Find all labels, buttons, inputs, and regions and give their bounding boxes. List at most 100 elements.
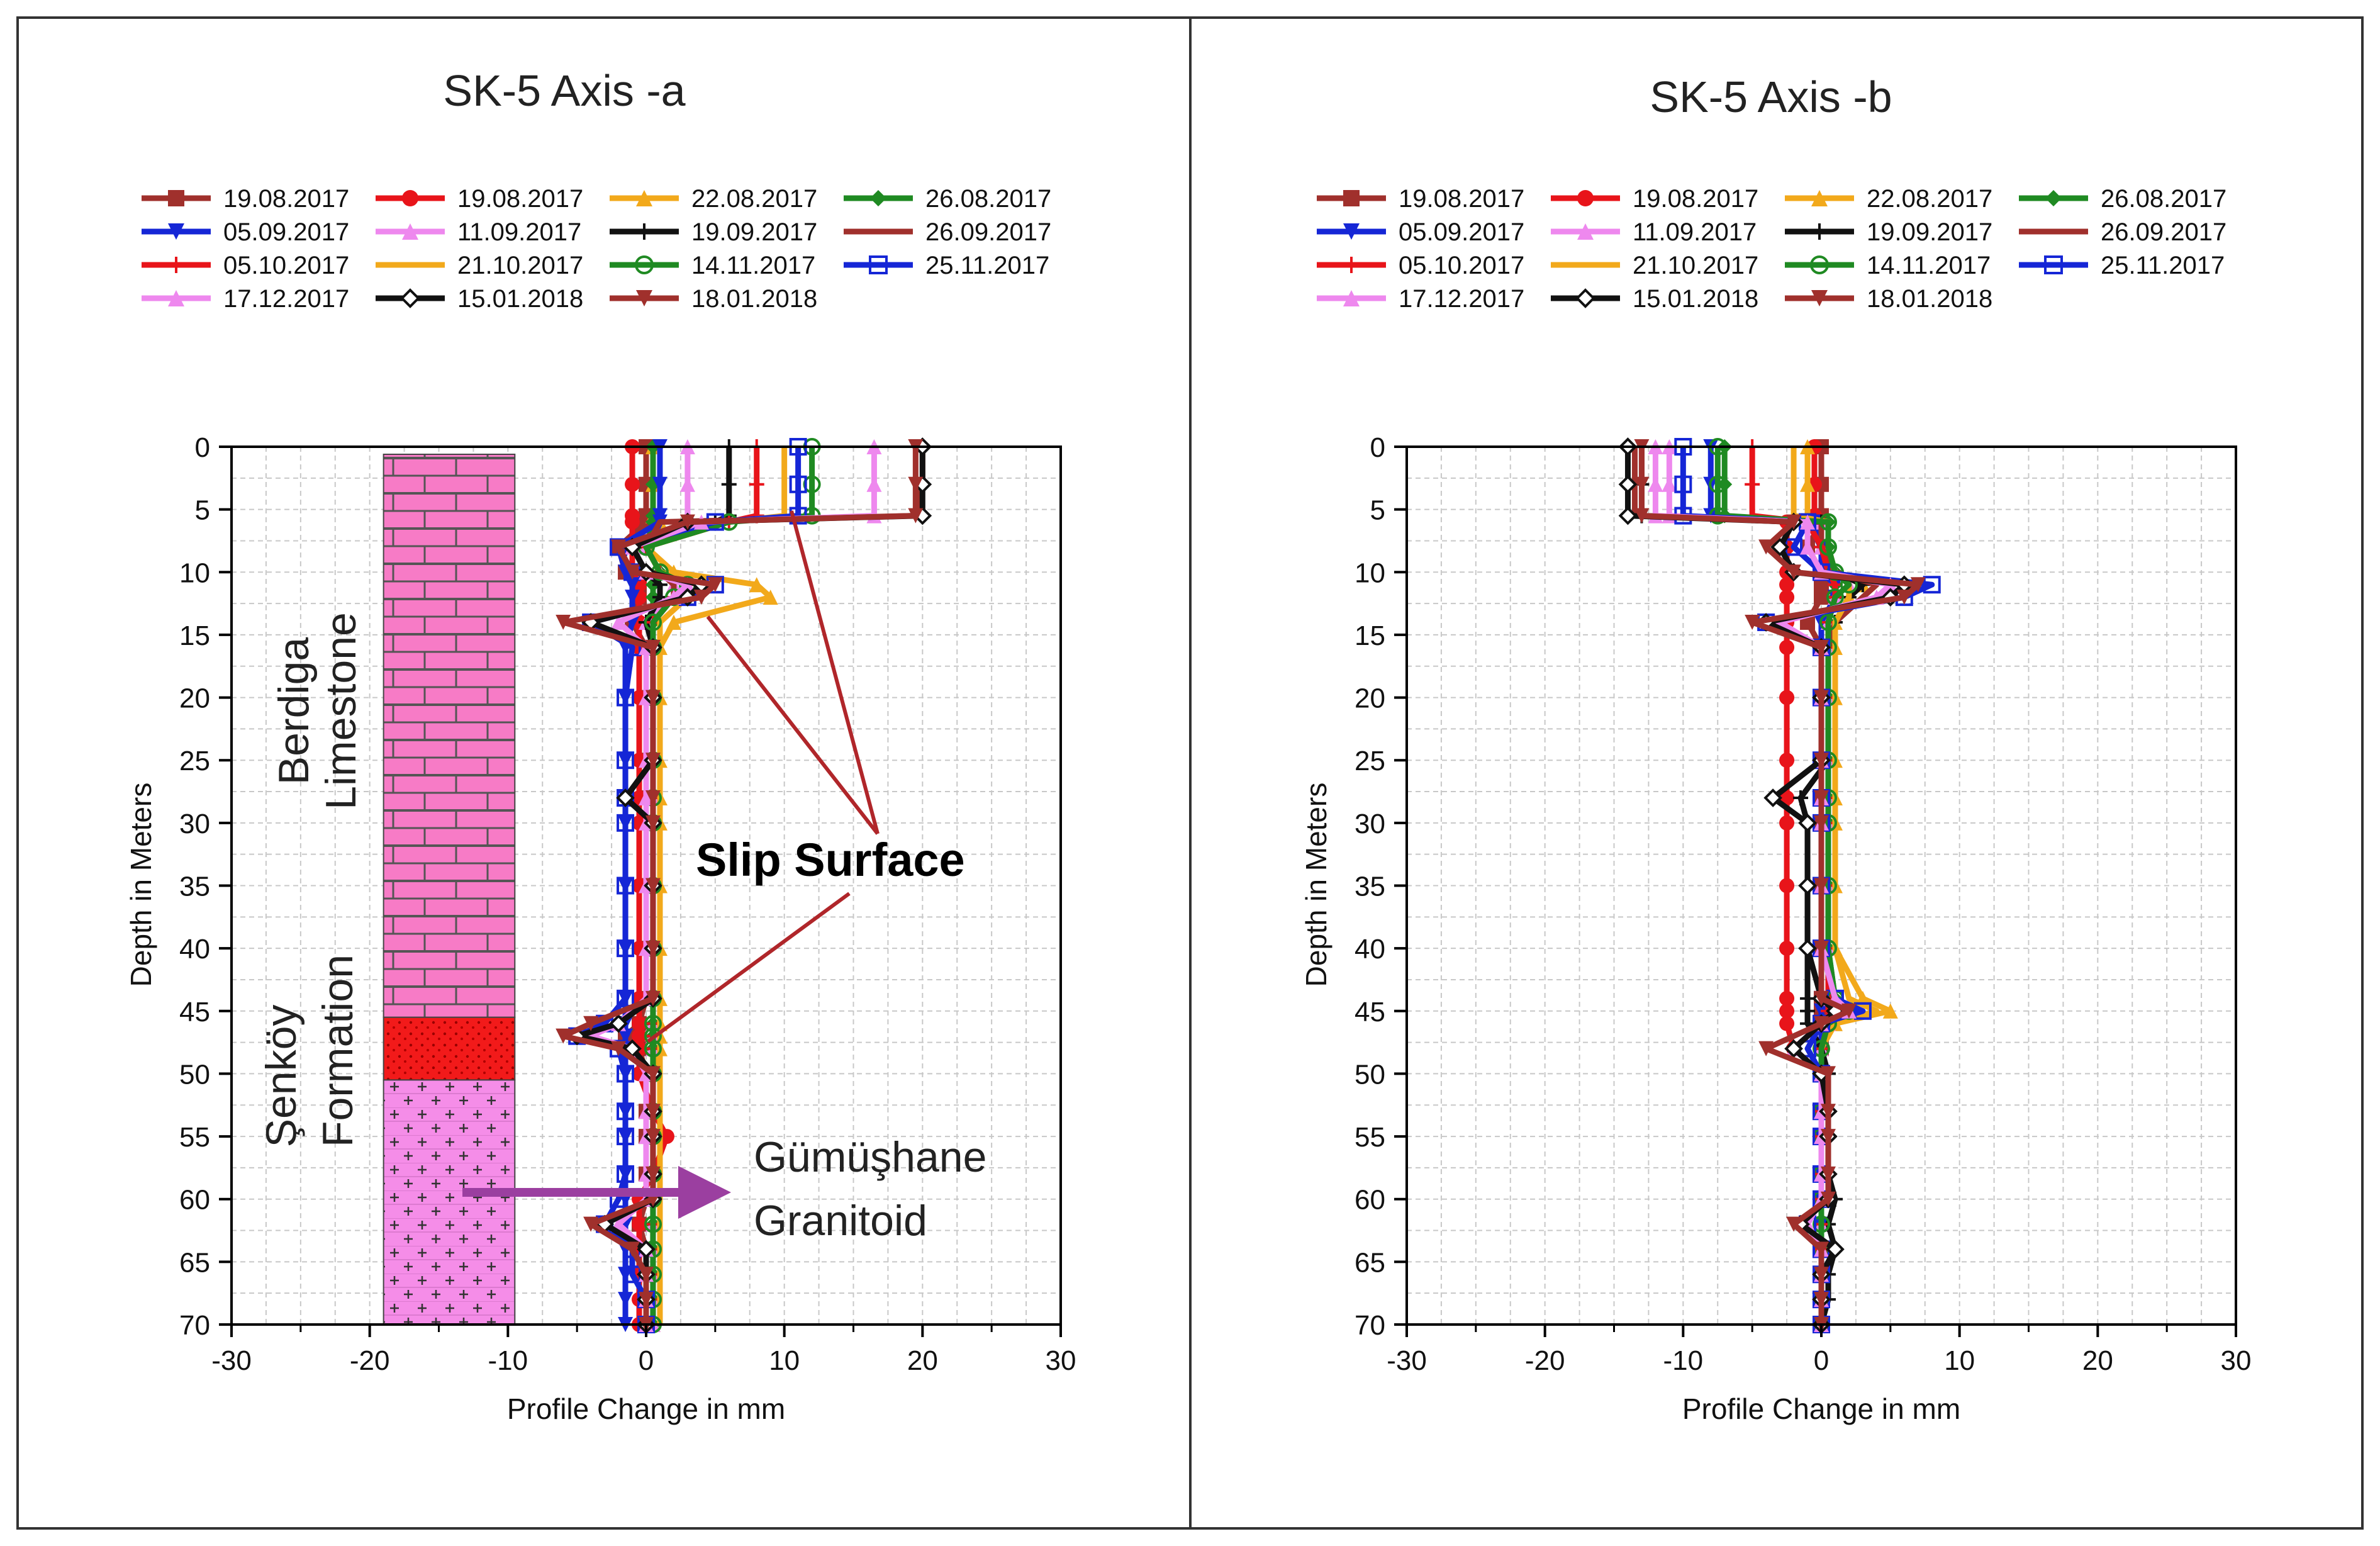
data-point <box>1814 1016 1829 1031</box>
legend-swatch-marker <box>870 190 886 206</box>
legend-swatch-marker <box>1811 290 1828 306</box>
x-tick-label: -10 <box>488 1345 528 1376</box>
data-point <box>1779 753 1795 768</box>
legend-swatch-marker <box>636 223 652 240</box>
data-point <box>617 877 635 895</box>
legend-label: 05.09.2017 <box>1399 218 1524 246</box>
data-point <box>1786 514 1802 530</box>
y-tick-label: 25 <box>1355 746 1385 776</box>
legend-item: 25.11.2017 <box>2019 252 2225 279</box>
legend-item: 05.10.2017 <box>1317 252 1524 279</box>
annotation-gumushane-line2: Granitoid <box>754 1197 927 1245</box>
slip-pointer-lower <box>647 892 851 1043</box>
annotation-berdiga-line1: Berdiga <box>270 637 318 785</box>
legend-item: 14.11.2017 <box>1785 252 1991 279</box>
legend-label: 21.10.2017 <box>457 252 583 279</box>
data-point <box>617 751 635 770</box>
data-point <box>644 1027 662 1045</box>
legend-label: 14.11.2017 <box>691 252 815 279</box>
y-tick-label: 5 <box>1370 495 1385 526</box>
slip-surface-pointers <box>647 510 880 1043</box>
data-point <box>625 590 640 605</box>
legend-b: 19.08.2017 19.08.2017 22.08.2017 26.08.2017… <box>1317 185 2226 313</box>
data-point <box>1784 1039 1803 1058</box>
data-point <box>1779 878 1795 893</box>
data-point <box>707 577 723 593</box>
data-point <box>1793 790 1809 805</box>
data-point <box>1618 506 1638 525</box>
y-tick-label: 60 <box>179 1185 210 1216</box>
data-point <box>1814 941 1829 956</box>
data-point <box>749 577 764 593</box>
legend-label: 22.08.2017 <box>1867 185 1992 213</box>
y-tick-label: 0 <box>1370 432 1385 463</box>
legend-item: 19.09.2017 <box>610 218 817 246</box>
data-point <box>1813 1039 1830 1058</box>
data-point <box>1779 577 1795 593</box>
legend-label: 25.11.2017 <box>2101 252 2225 279</box>
legend-item: 26.08.2017 <box>2019 185 2226 213</box>
data-point <box>666 615 681 630</box>
data-point <box>1779 815 1795 831</box>
data-point <box>617 1165 635 1183</box>
data-point <box>1800 539 1816 555</box>
data-point <box>644 613 662 631</box>
data-point <box>632 1216 647 1232</box>
data-point <box>617 1065 635 1083</box>
data-point <box>1779 590 1795 605</box>
legend-item: 26.09.2017 <box>2019 218 2226 246</box>
legend-item: 17.12.2017 <box>1317 285 1524 313</box>
plot-b: -30 -20 -10 0 10 20 30 0 5 10 15 20 25 30 35 40 45 50 55 60… <box>1355 432 2251 1376</box>
data-point <box>1763 788 1782 807</box>
x-tick-label: -30 <box>211 1345 252 1376</box>
legend-swatch-marker <box>1343 190 1360 206</box>
data-point <box>583 1016 599 1031</box>
x-tick-label: 10 <box>1944 1345 1975 1376</box>
data-point <box>1779 990 1795 1006</box>
legend-item: 22.08.2017 <box>1785 185 1992 213</box>
legend-swatch-marker <box>1343 290 1360 306</box>
data-point <box>1634 476 1650 492</box>
legend-label: 11.09.2017 <box>1633 218 1757 246</box>
data-point <box>645 690 661 705</box>
x-tick-label: 30 <box>2221 1345 2252 1376</box>
legend-swatch-marker <box>635 255 654 274</box>
annotation-gumushane-line1: Gümüşhane <box>754 1133 986 1181</box>
data-point <box>789 475 807 493</box>
data-point <box>1648 476 1663 492</box>
data-point <box>908 508 924 524</box>
data-point <box>583 1216 599 1232</box>
y-tick-label: 55 <box>179 1122 210 1153</box>
data-point <box>1826 588 1844 607</box>
legend-label: 26.08.2017 <box>2101 185 2226 213</box>
legend-swatch-marker <box>1343 257 1360 273</box>
data-point <box>1814 990 1829 1006</box>
data-point <box>1786 1216 1802 1232</box>
data-point <box>1779 1003 1795 1019</box>
legend-label: 26.09.2017 <box>2101 218 2226 246</box>
y-tick-label: 50 <box>179 1059 210 1090</box>
data-point <box>866 476 882 492</box>
data-point <box>1841 1003 1857 1019</box>
legend-swatch-marker <box>402 190 418 206</box>
y-tick-label: 15 <box>1355 620 1385 651</box>
data-point <box>1826 1240 1845 1259</box>
data-point <box>617 814 635 832</box>
data-point <box>644 1014 662 1033</box>
data-point <box>652 476 668 492</box>
data-point <box>1820 1104 1836 1119</box>
data-point <box>1819 613 1837 631</box>
data-point <box>644 1039 662 1058</box>
data-point <box>1814 878 1829 893</box>
legend-item: 19.09.2017 <box>1785 218 1992 246</box>
legend-item: 11.09.2017 <box>376 218 581 246</box>
legend-swatch-marker <box>168 223 184 240</box>
data-point <box>1798 939 1817 958</box>
panel-a-ylabel: Depth in Meters <box>125 783 157 987</box>
y-tick-label: 15 <box>179 620 210 651</box>
legend-item: 05.10.2017 <box>142 252 349 279</box>
y-tick-label: 20 <box>1355 683 1385 714</box>
legend-label: 17.12.2017 <box>1399 285 1524 313</box>
ticks-b: -30 -20 -10 0 10 20 30 0 5 10 15 20 25 30 35 40 45 50 55 60… <box>1355 432 2251 1376</box>
data-point <box>1662 476 1677 492</box>
